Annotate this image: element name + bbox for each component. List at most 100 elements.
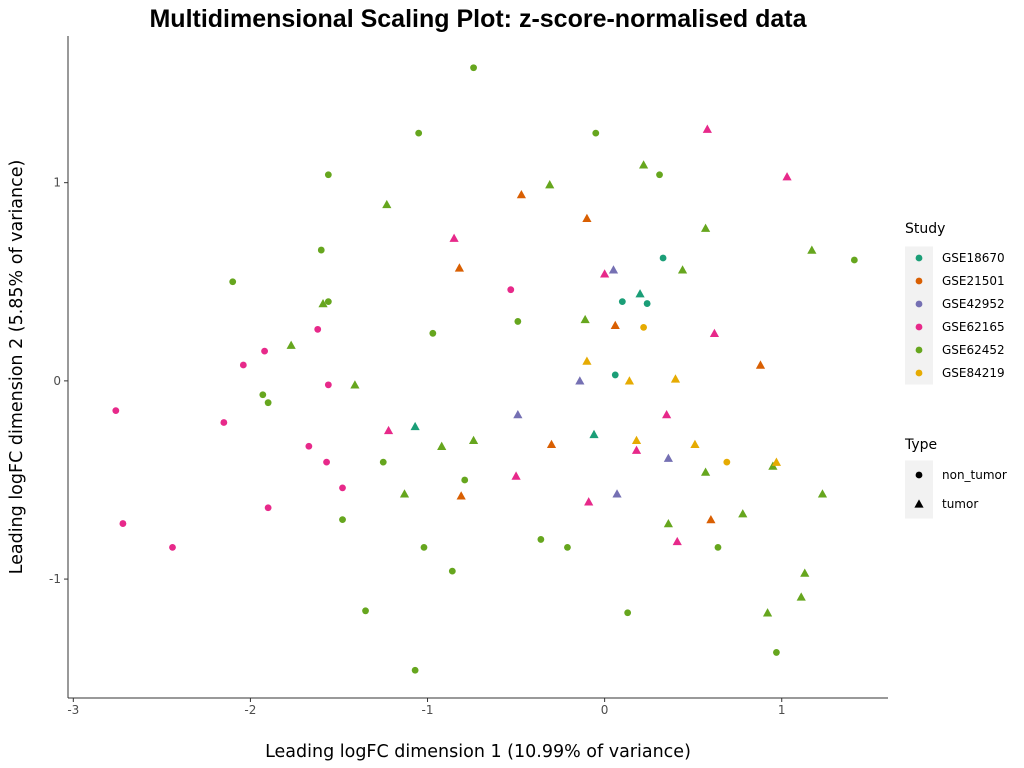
data-point	[723, 458, 731, 466]
legend-title-study: Study	[905, 221, 945, 237]
data-point	[714, 543, 722, 551]
axis-ticks: -3 -2 -1 0 1 -1 0 1	[49, 176, 786, 717]
data-point	[762, 608, 773, 617]
x-axis-title: Leading logFC dimension 1 (10.99% of var…	[265, 742, 691, 762]
data-point	[264, 504, 272, 512]
data-point	[420, 543, 428, 551]
legend-key-study	[915, 254, 923, 262]
data-point	[324, 298, 332, 305]
legend-label-study: GSE62452	[942, 343, 1005, 357]
data-point	[584, 497, 594, 506]
data-point	[582, 356, 592, 365]
data-point	[592, 129, 600, 137]
data-point	[564, 543, 571, 551]
data-point	[305, 442, 313, 450]
plot-area: -3 -2 -1 0 1 -1 0 1	[49, 36, 888, 717]
y-axis-title: Leading logFC dimension 2 (5.85% of vari…	[7, 160, 27, 575]
data-point	[461, 476, 469, 484]
data-point	[612, 489, 622, 498]
data-point	[264, 399, 272, 407]
data-point	[610, 320, 620, 330]
data-point	[663, 453, 673, 462]
data-point	[755, 360, 766, 369]
data-point	[690, 439, 700, 448]
legend-label-type: non_tumor	[942, 468, 1007, 482]
data-point	[514, 318, 522, 325]
data-point	[314, 325, 322, 333]
legend-label-study: GSE62165	[942, 320, 1005, 334]
data-point	[589, 429, 599, 439]
data-point	[448, 567, 456, 575]
data-point	[468, 435, 479, 445]
data-point	[662, 409, 672, 419]
data-point	[670, 374, 681, 383]
data-point	[709, 328, 720, 337]
data-point	[850, 256, 858, 264]
legend-label-study: GSE84219	[942, 366, 1005, 380]
data-point	[286, 340, 296, 349]
legend-label-study: GSE42952	[942, 297, 1005, 311]
data-point	[318, 298, 328, 308]
data-point	[608, 265, 619, 274]
data-point	[399, 489, 410, 498]
data-point	[624, 609, 632, 617]
data-point	[611, 371, 619, 379]
legend-key-study	[915, 323, 923, 331]
data-point	[437, 441, 447, 450]
legend-label-type: tumor	[942, 497, 978, 511]
data-point	[411, 666, 419, 674]
data-point	[771, 457, 782, 466]
data-point	[635, 289, 645, 298]
y-tick-label: -1	[49, 572, 61, 586]
data-point	[317, 246, 325, 254]
chart-title: Multidimensional Scaling Plot: z-score-n…	[149, 5, 807, 33]
data-point	[545, 180, 555, 189]
data-point	[259, 391, 267, 399]
data-point	[656, 171, 663, 179]
data-point	[575, 376, 585, 385]
legend-key-type	[914, 499, 924, 508]
data-point	[339, 484, 346, 492]
legend-label-study: GSE18670	[942, 251, 1005, 265]
data-point	[239, 361, 247, 369]
legend-key-study	[915, 277, 923, 285]
data-point	[516, 189, 526, 199]
data-point	[638, 160, 649, 169]
data-point	[261, 347, 268, 355]
data-point	[600, 269, 610, 278]
data-point	[580, 314, 590, 324]
data-point	[807, 245, 817, 254]
data-point	[169, 543, 176, 551]
legend-title-type: Type	[904, 437, 937, 453]
data-point	[454, 263, 465, 272]
legend-label-study: GSE21501	[942, 274, 1005, 288]
data-point	[324, 381, 332, 389]
x-tick-label: 1	[778, 703, 786, 717]
data-point	[362, 607, 369, 615]
legend-key-study	[915, 300, 923, 308]
data-point	[618, 298, 626, 305]
data-point	[773, 649, 780, 656]
data-point	[659, 254, 667, 262]
y-tick-label: 0	[53, 374, 61, 388]
data-point	[323, 458, 330, 466]
x-tick-label: -2	[244, 703, 256, 717]
data-point	[800, 568, 810, 577]
y-tick-label: 1	[53, 176, 61, 190]
data-point	[738, 509, 748, 518]
data-point	[546, 439, 557, 448]
data-point	[537, 536, 545, 543]
x-tick-label: 0	[601, 703, 609, 717]
data-point	[672, 536, 682, 546]
data-point	[513, 409, 523, 419]
data-point	[507, 286, 515, 294]
data-point	[470, 64, 477, 72]
data-points	[112, 64, 858, 674]
data-point	[429, 329, 437, 337]
data-point	[220, 419, 228, 426]
data-point	[511, 471, 521, 480]
data-point	[796, 592, 806, 601]
data-point	[640, 323, 647, 331]
data-point	[677, 265, 688, 274]
